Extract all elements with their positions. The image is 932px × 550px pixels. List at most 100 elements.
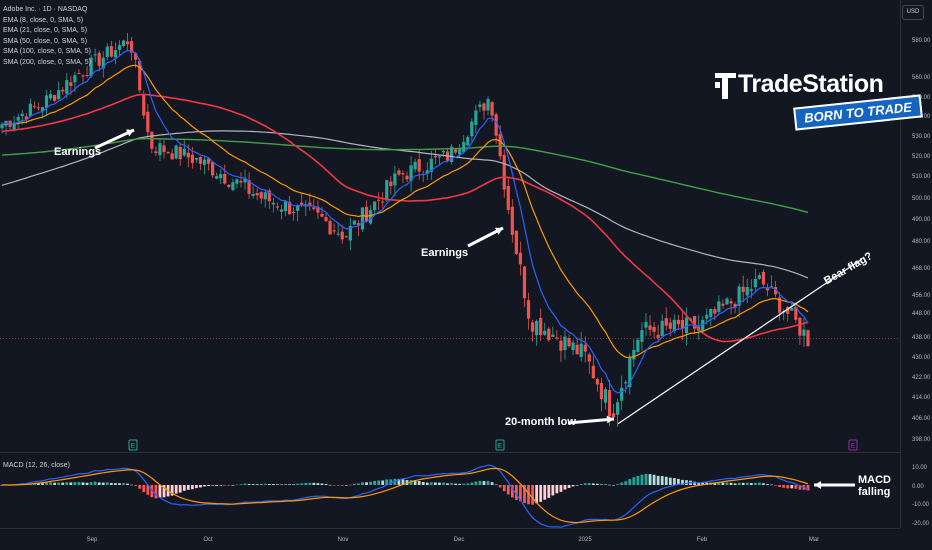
macd-bar: [717, 482, 721, 485]
macd-bar: [721, 482, 725, 485]
macd-bar: [247, 484, 251, 485]
candle-body: [425, 170, 429, 174]
candle-body: [721, 303, 725, 306]
candle-body: [773, 287, 778, 295]
legend-sma50[interactable]: SMA (50, close, 0, SMA, 5): [3, 37, 88, 45]
candle-body: [182, 148, 186, 156]
candle-body: [243, 178, 247, 183]
candle-body: [591, 365, 595, 379]
macd-bar: [405, 480, 409, 485]
macd-bar: [608, 484, 611, 486]
candle-body: [178, 147, 182, 160]
arrow-earnings-2-head: [495, 227, 503, 235]
price-tick-label: 448.00: [912, 311, 931, 317]
macd-bar: [73, 482, 77, 485]
macd-bar: [239, 484, 243, 485]
symbol-title[interactable]: Adobe Inc. · 1D · NASDAQ: [3, 6, 88, 13]
candle-body: [352, 220, 356, 225]
candle-body: [709, 309, 713, 317]
candle-body: [223, 173, 227, 184]
currency-badge[interactable]: USD: [902, 5, 924, 20]
candle-body: [235, 179, 239, 184]
candle-body: [466, 136, 470, 146]
macd-bar: [806, 485, 810, 491]
macd-title[interactable]: MACD (12, 26, close): [3, 462, 70, 469]
candle-body: [275, 206, 280, 208]
candle-body: [802, 329, 806, 336]
candle-body: [316, 206, 320, 213]
legend-ema8[interactable]: EMA (8, close, 0, SMA, 5): [3, 16, 84, 24]
candle-body: [449, 146, 454, 162]
macd-bar: [300, 483, 304, 485]
macd-bar: [296, 483, 300, 485]
candle-body: [279, 209, 284, 212]
candle-body: [49, 94, 53, 99]
candle-body: [482, 103, 486, 111]
macd-bar: [288, 484, 291, 485]
macd-bar: [57, 482, 61, 485]
earnings-marker-box: [128, 439, 138, 451]
macd-bar: [506, 485, 510, 495]
candle-body: [624, 382, 628, 384]
candle-body: [559, 340, 563, 351]
macd-bar: [458, 483, 462, 485]
candle-body: [737, 286, 741, 306]
earnings-marker: E: [848, 439, 858, 451]
macd-bar: [798, 485, 802, 490]
legend-sma100[interactable]: SMA (100, close, 0, SMA, 5): [3, 48, 91, 55]
macd-bar: [648, 474, 652, 485]
candle-body: [717, 301, 721, 312]
candle-body: [607, 390, 612, 417]
candle-body: [142, 93, 146, 116]
ema8-line: [1, 49, 809, 394]
macd-bar: [271, 484, 275, 485]
macd-bar: [429, 482, 433, 485]
candle-body: [790, 307, 794, 311]
macd-bar: [219, 485, 223, 486]
candle-body: [765, 287, 770, 291]
macd-bar: [741, 482, 745, 485]
macd-bar: [255, 484, 259, 485]
macd-bar: [676, 478, 680, 485]
price-tick-label: 500.00: [912, 196, 931, 202]
macd-bar: [527, 485, 530, 505]
legend-ema21[interactable]: EMA (21, close, 0, SMA, 5): [3, 27, 88, 34]
macd-bar: [267, 483, 271, 485]
time-axis-border: [0, 528, 900, 529]
candle-body: [753, 278, 757, 288]
price-tick-label: 422.00: [912, 375, 931, 381]
candle-body: [206, 158, 211, 164]
legend-sma200[interactable]: SMA (200, close, 0, SMA, 5): [3, 58, 91, 66]
macd-bar: [41, 483, 44, 485]
macd-bar: [401, 479, 405, 485]
price-tick-label: 438.00: [912, 335, 931, 341]
macd-bar: [620, 482, 624, 485]
candle-body: [769, 286, 774, 288]
candle-body: [502, 155, 506, 190]
macd-bar: [774, 485, 777, 486]
candle-body: [16, 116, 20, 121]
macd-bar: [567, 485, 571, 489]
brand-name: TradeStation: [738, 70, 884, 98]
candle-body: [680, 320, 685, 329]
candle-body: [121, 40, 126, 47]
macd-bar: [324, 483, 328, 485]
candle-body: [462, 141, 466, 152]
price-tick-label: 550.00: [912, 95, 931, 101]
candle-body: [798, 317, 802, 336]
macd-bar: [308, 482, 312, 485]
macd-bar: [624, 481, 628, 485]
time-tick-label: Nov: [338, 537, 349, 543]
macd-bar: [259, 484, 263, 485]
candle-body: [575, 344, 579, 355]
macd-histogram: [0, 473, 810, 505]
candle-body: [644, 321, 648, 328]
candle-body: [336, 233, 340, 235]
macd-bar: [539, 485, 543, 502]
candle-body: [348, 225, 352, 241]
macd-bar: [612, 484, 615, 486]
candle-body: [219, 174, 223, 179]
candle-body: [69, 82, 73, 86]
macd-bar: [93, 481, 97, 485]
